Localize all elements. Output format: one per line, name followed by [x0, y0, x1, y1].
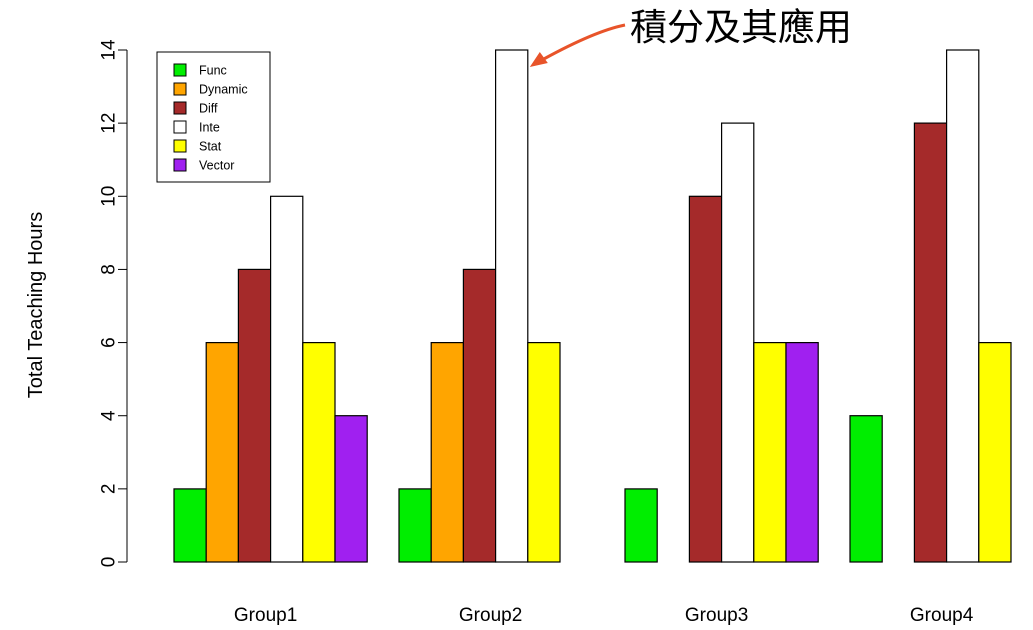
annotation: 積分及其應用	[529, 6, 852, 67]
annotation-arrowhead	[529, 52, 548, 67]
y-tick-label: 8	[99, 264, 120, 275]
bar-func-group3	[624, 488, 658, 563]
bar-stat-group1	[302, 342, 336, 563]
y-tick-label: 6	[99, 337, 120, 348]
legend-swatch-stat	[173, 139, 187, 153]
bar-diff-group4	[913, 122, 948, 563]
y-tick-label: 14	[99, 39, 120, 61]
bar-diff-group2	[462, 268, 497, 563]
legend-label-stat: Stat	[199, 140, 222, 154]
bar-stat-group2	[527, 342, 561, 563]
x-tick-label: Group4	[910, 605, 974, 626]
bars	[173, 49, 1012, 563]
y-tick-label: 0	[99, 557, 120, 568]
bar-dynamic-group1	[205, 342, 239, 563]
annotation-arrow	[543, 23, 626, 61]
legend-label-vector: Vector	[199, 159, 234, 173]
bar-diff-group3	[688, 195, 723, 563]
legend-swatch-inte	[173, 120, 187, 134]
bar-func-group4	[849, 415, 883, 563]
x-tick-label: Group1	[234, 605, 297, 626]
legend-swatch-func	[173, 63, 187, 77]
bar-func-group2	[398, 488, 432, 563]
legend-swatch-vector	[173, 158, 187, 172]
bar-diff-group1	[237, 268, 272, 563]
legend-label-inte: Inte	[199, 121, 220, 135]
legend-label-func: Func	[199, 64, 227, 78]
bar-dynamic-group2	[430, 342, 465, 563]
y-tick-label: 12	[99, 113, 120, 134]
bar-inte-group2	[495, 49, 529, 563]
bar-func-group1	[173, 488, 207, 563]
annotation-label: 積分及其應用	[630, 6, 852, 49]
x-tick-label: Group3	[685, 605, 748, 626]
y-axis-label: Total Teaching Hours	[25, 212, 47, 398]
bar-stat-group3	[753, 342, 787, 563]
legend-swatch-dynamic	[173, 82, 187, 96]
y-axis: 0 2 4 6 8 10 12 14	[99, 39, 128, 568]
bar-vector-group3	[785, 342, 819, 563]
y-tick-label: 10	[99, 186, 120, 207]
legend-label-dynamic: Dynamic	[199, 83, 248, 97]
bar-inte-group4	[945, 49, 980, 563]
legend: Func Dynamic Diff Inte Stat Vector	[156, 51, 271, 183]
legend-swatch-diff	[173, 101, 187, 115]
x-axis-tick-labels: Group1 Group2 Group3 Group4	[234, 605, 974, 626]
bar-vector-group1	[334, 415, 368, 563]
bar-inte-group1	[270, 195, 304, 563]
bar-inte-group3	[720, 122, 755, 563]
bar-stat-group4	[978, 342, 1012, 563]
y-tick-label: 2	[99, 484, 120, 495]
legend-label-diff: Diff	[199, 102, 218, 116]
y-tick-label: 4	[99, 410, 120, 421]
x-tick-label: Group2	[459, 605, 522, 626]
